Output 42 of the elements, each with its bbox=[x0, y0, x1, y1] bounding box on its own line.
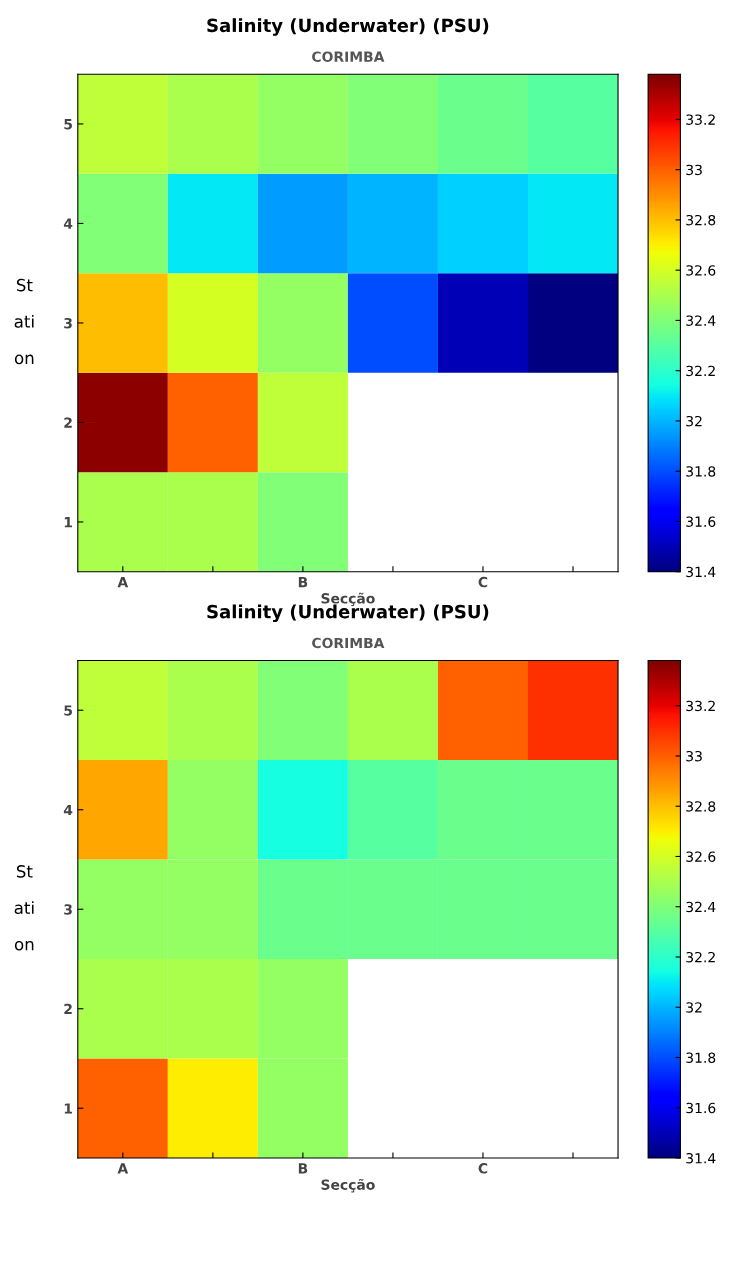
color-bar-label: 32.4 bbox=[686, 901, 716, 913]
color-bar-label: 32.2 bbox=[686, 365, 715, 377]
color-bar-label: 31.8 bbox=[686, 1052, 716, 1063]
color-bar-label: 32.2 bbox=[686, 951, 715, 963]
x-tick-label: A bbox=[117, 577, 129, 588]
text: St ati on bbox=[14, 278, 34, 365]
y-tick-label: 5 bbox=[64, 119, 72, 130]
color-bar-label: 33 bbox=[686, 164, 702, 176]
y-tick-label: 4 bbox=[63, 218, 73, 229]
y-tick-label: 1 bbox=[64, 517, 72, 528]
color-bar-label: 31.4 bbox=[686, 566, 716, 578]
color-bar-label: 31.4 bbox=[686, 1152, 716, 1164]
color-bar-label: 32.6 bbox=[686, 265, 716, 276]
x-tick-label: C bbox=[478, 1163, 488, 1174]
color-bar-label: 32.8 bbox=[686, 801, 716, 812]
text: St ati on bbox=[14, 865, 34, 951]
color-bar-label: 32 bbox=[686, 415, 702, 427]
color-bar-label: 33.2 bbox=[686, 700, 715, 712]
color-bar-label: 31.6 bbox=[686, 1102, 716, 1114]
color-bar-label: 32 bbox=[686, 1002, 702, 1013]
color-bar-label: 32.6 bbox=[686, 851, 716, 862]
y-tick-label: 1 bbox=[64, 1103, 72, 1114]
y-tick-label: 2 bbox=[64, 417, 72, 428]
y-tick-label: 5 bbox=[64, 705, 72, 716]
color-bar-label: 33 bbox=[686, 750, 702, 762]
chart-subtitle: CORIMBA bbox=[312, 637, 385, 649]
color-bar-label: 31.8 bbox=[686, 466, 716, 477]
color-bar-label: 32.8 bbox=[686, 214, 716, 226]
y-tick-label: 3 bbox=[64, 904, 72, 915]
x-axis-title: Secção bbox=[321, 1178, 375, 1193]
x-tick-label: A bbox=[117, 1163, 129, 1174]
color-bar-label: 31.6 bbox=[686, 516, 716, 527]
x-tick-label: B bbox=[298, 577, 308, 588]
y-tick-label: 2 bbox=[64, 1003, 72, 1015]
y-tick-label: 3 bbox=[64, 317, 72, 329]
x-tick-label: C bbox=[478, 576, 488, 588]
chart-subtitle: CORIMBA bbox=[312, 51, 385, 62]
color-bar-label: 32.4 bbox=[686, 315, 716, 326]
chart-title: Salinity (Underwater) (PSU) bbox=[207, 18, 489, 36]
x-tick-label: B bbox=[298, 1163, 308, 1174]
y-tick-label: 4 bbox=[63, 804, 73, 816]
color-bar-label: 33.2 bbox=[686, 114, 715, 125]
